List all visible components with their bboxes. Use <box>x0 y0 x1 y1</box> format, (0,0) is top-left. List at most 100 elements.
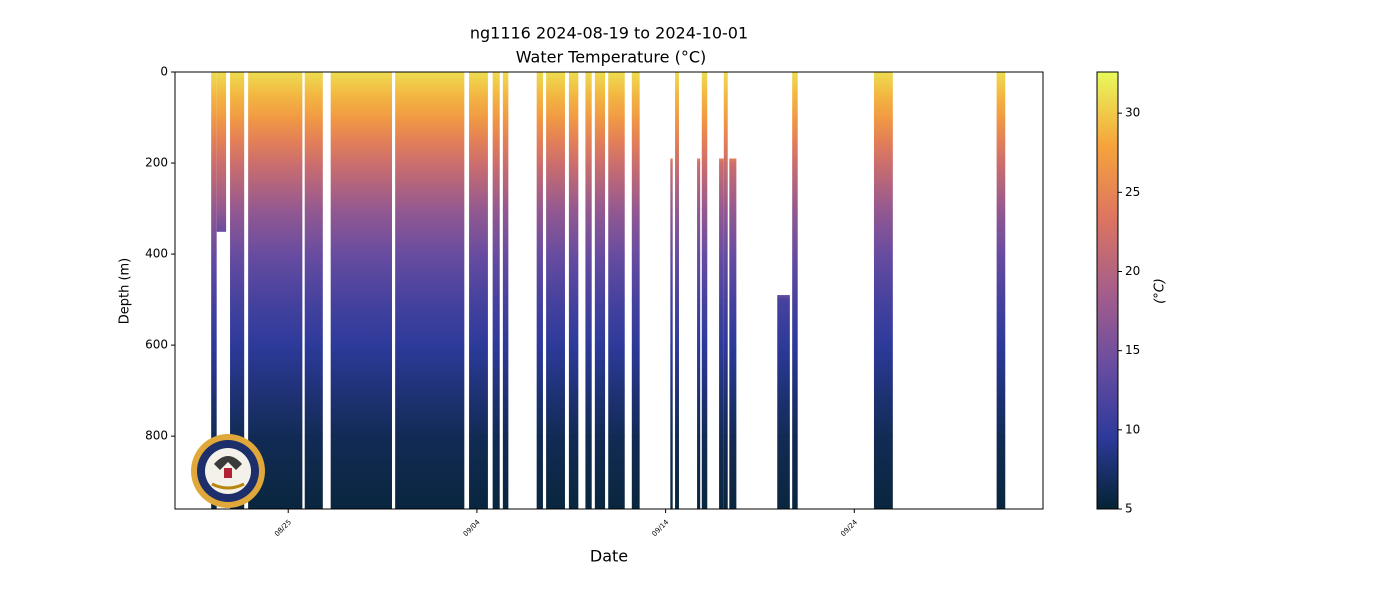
temperature-segment <box>248 72 303 96</box>
temperature-segment <box>594 208 606 255</box>
temperature-segment <box>395 254 465 301</box>
temperature-segment <box>248 254 303 301</box>
cast <box>631 72 640 510</box>
temperature-segment <box>230 208 245 255</box>
temperature-segment <box>719 158 724 164</box>
temperature-segment <box>996 117 1006 141</box>
temperature-segment <box>675 94 679 119</box>
temperature-segment <box>723 345 728 392</box>
temperature-segment <box>723 254 728 301</box>
temperature-segment <box>469 436 488 510</box>
temperature-segment <box>873 436 893 510</box>
temperature-segment <box>585 117 592 141</box>
temperature-segment <box>330 390 392 437</box>
temperature-segment <box>395 208 465 255</box>
temperature-segment <box>608 72 625 96</box>
temperature-segment <box>873 254 893 301</box>
temperature-segment <box>248 345 303 392</box>
temperature-segment <box>675 208 679 255</box>
temperature-segment <box>546 436 565 510</box>
temperature-segment <box>996 208 1006 255</box>
cast <box>608 72 625 510</box>
temperature-segment <box>701 299 708 346</box>
temperature-segment <box>670 299 673 346</box>
temperature-segment <box>502 345 509 392</box>
temperature-segment <box>304 254 323 301</box>
x-tick-label: 09/04 <box>462 518 482 538</box>
temperature-segment <box>723 163 728 210</box>
logo-shield <box>224 468 232 478</box>
cast <box>536 72 543 510</box>
temperature-segment <box>546 163 565 210</box>
temperature-segment <box>670 158 673 164</box>
temperature-segment <box>304 299 323 346</box>
temperature-segment <box>536 345 543 392</box>
temperature-segment <box>536 72 543 96</box>
temperature-segment <box>304 163 323 210</box>
temperature-segment <box>729 163 737 210</box>
temperature-segment <box>729 299 737 346</box>
temperature-segment <box>469 345 488 392</box>
temperature-segment <box>248 163 303 210</box>
temperature-segment <box>792 208 798 255</box>
temperature-segment <box>469 254 488 301</box>
y-tick-label: 200 <box>145 156 168 170</box>
temperature-segment <box>873 163 893 210</box>
temperature-segment <box>546 254 565 301</box>
temperature-segment <box>546 72 565 96</box>
temperature-segment <box>631 94 640 119</box>
y-axis-label: Depth (m) <box>118 258 133 325</box>
temperature-segment <box>502 254 509 301</box>
temperature-segment <box>211 208 217 255</box>
temperature-segment <box>492 390 500 437</box>
temperature-segment <box>608 208 625 255</box>
temperature-segment <box>395 345 465 392</box>
temperature-segment <box>631 390 640 437</box>
temperature-segment <box>585 345 592 392</box>
temperature-segment <box>211 299 217 346</box>
temperature-segment <box>675 345 679 392</box>
temperature-segment <box>729 208 737 255</box>
temperature-segment <box>631 163 640 210</box>
temperature-segment <box>304 117 323 141</box>
temperature-segment <box>330 254 392 301</box>
temperature-segment <box>729 158 737 164</box>
colorbar-label: (°C) <box>1153 278 1168 304</box>
temperature-segment <box>873 299 893 346</box>
temperature-segment <box>697 254 701 301</box>
temperature-segment <box>594 345 606 392</box>
temperature-segment <box>792 72 798 96</box>
colorbar-tick-label: 25 <box>1125 185 1140 199</box>
temperature-segment <box>568 94 579 119</box>
temperature-segment <box>568 254 579 301</box>
temperature-segment <box>723 208 728 255</box>
temperature-segment <box>395 390 465 437</box>
temperature-segment <box>594 94 606 119</box>
temperature-segment <box>216 72 227 96</box>
temperature-segment <box>594 72 606 96</box>
temperature-segment <box>996 72 1006 96</box>
cast <box>568 72 579 510</box>
colorbar-tick-label: 30 <box>1125 106 1140 120</box>
temperature-segment <box>723 140 728 164</box>
temperature-segment <box>873 390 893 437</box>
temperature-segment <box>675 140 679 164</box>
temperature-segment <box>585 436 592 510</box>
temperature-segment <box>996 390 1006 437</box>
temperature-segment <box>608 254 625 301</box>
temperature-segment <box>230 140 245 164</box>
temperature-segment <box>723 390 728 437</box>
temperature-segment <box>216 208 227 232</box>
temperature-segment <box>304 208 323 255</box>
temperature-segment <box>631 117 640 141</box>
temperature-segment <box>675 390 679 437</box>
temperature-segment <box>719 390 724 437</box>
temperature-segment <box>568 117 579 141</box>
temperature-segment <box>777 345 790 392</box>
cast <box>502 72 509 510</box>
colorbar-tick-label: 5 <box>1125 502 1133 516</box>
temperature-segment <box>723 94 728 119</box>
temperature-segment <box>492 163 500 210</box>
temperature-segment <box>330 140 392 164</box>
